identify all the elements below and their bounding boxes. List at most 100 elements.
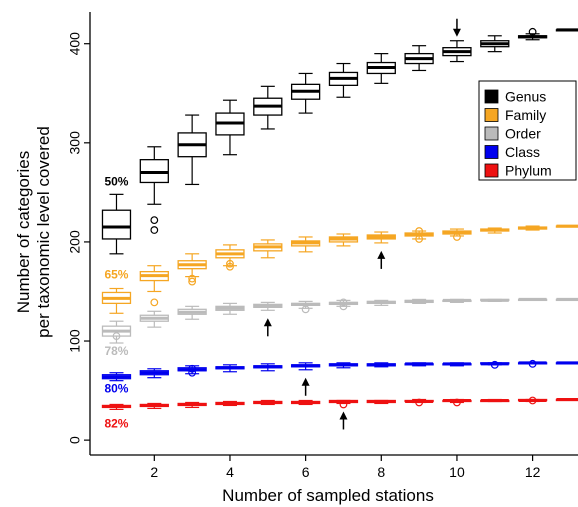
box-order-9 [404,298,434,304]
box-class-3 [177,364,207,377]
box-family-10 [442,228,472,241]
arrow-head [339,411,348,420]
y-tick-label: 0 [67,436,83,444]
legend-swatch [484,108,499,122]
percent-label-class: 80% [104,382,128,396]
box-genus-13 [555,28,578,32]
percent-label-order: 78% [104,344,128,358]
box-class-12 [517,359,548,368]
box-genus-12 [517,27,548,41]
outlier-point [415,235,424,243]
outlier-point [112,332,121,340]
box-family-12 [517,225,548,231]
arrow-head [301,377,310,386]
arrow-phylum [339,411,348,430]
legend-label: Genus [505,89,546,105]
legend-label: Phylum [505,163,552,179]
legend-item-class: Class [484,144,540,160]
outlier-point [150,298,159,307]
box-phylum-13 [555,398,578,402]
arrow-head [452,28,461,37]
percent-label-family: 65% [104,268,128,282]
x-tick-label: 6 [302,464,310,480]
box-family-7 [328,233,359,247]
box-family-6 [290,236,321,253]
box-phylum-1 [101,403,132,411]
series-family: 65% [101,224,578,314]
box-genus-5 [253,85,283,130]
box-genus-10 [442,40,472,63]
percent-label-genus: 50% [104,174,128,188]
box-class-2 [139,368,169,379]
legend-item-genus: Genus [484,89,546,105]
box-phylum-6 [290,399,321,406]
series-phylum: 82% [101,396,578,430]
y-axis-title-line2: per taxonomic level covered [34,126,53,338]
box-order-2 [139,310,169,328]
box-family-1 [101,287,132,314]
box-class-13 [555,361,578,365]
outlier-point [415,227,424,235]
legend-item-order: Order [484,126,541,142]
box-class-4 [215,364,245,373]
box-phylum-4 [215,400,245,407]
box-family-2 [139,265,169,307]
box-order-4 [215,302,245,315]
x-tick-label: 2 [150,464,158,480]
box-genus-3 [177,114,207,186]
box-family-3 [177,253,207,286]
outlier-point [188,277,197,286]
outlier-point [226,259,234,268]
box-phylum-3 [177,401,207,409]
outlier-point [528,396,537,405]
box-phylum-2 [139,402,169,410]
legend-item-phylum: Phylum [484,163,552,179]
outlier-point [150,216,159,225]
plot-area: 50% 65% 78% 80% 82% [101,18,578,430]
percent-label-phylum: 82% [104,416,128,430]
series-class: 80% [101,359,578,396]
box-order-6 [290,300,321,314]
box-class-11 [480,360,510,369]
legend-swatch [484,126,499,141]
series-order: 78% [101,297,578,358]
box-phylum-8 [366,399,396,405]
legend-swatch [484,89,499,104]
outlier-point [415,398,424,407]
series-genus: 50% [101,18,578,304]
x-tick-label: 8 [377,464,385,480]
box-family-4 [215,244,245,271]
outlier-point [528,359,537,368]
outlier-point [490,360,499,369]
box-genus-8 [366,53,396,84]
outlier-point [226,262,234,271]
box-family-8 [366,231,396,244]
box-genus-1 [101,193,132,304]
legend-item-family: Family [484,107,546,123]
legend-label: Family [505,107,546,123]
box-genus-6 [290,72,321,114]
outlier-point [339,302,348,311]
box-phylum-11 [480,398,510,403]
box-genus-2 [139,146,169,234]
box-family-13 [555,224,578,228]
outlier-point [339,400,348,409]
box-genus-9 [404,45,434,72]
box-class-10 [442,362,472,367]
box-order-7 [328,298,359,311]
box-order-13 [555,297,578,302]
box-order-8 [366,299,396,306]
box-body [101,209,132,240]
x-tick-label: 12 [525,464,541,480]
arrow-family [377,250,386,269]
x-tick-label: 4 [226,464,234,480]
arrow-order [263,318,272,337]
box-genus-11 [480,35,510,53]
box-class-7 [328,362,359,369]
legend: Genus Family Order Class Phylum [478,80,577,181]
box-order-10 [442,298,472,303]
arrow-head [377,250,386,259]
box-order-5 [253,301,283,311]
box-phylum-12 [517,396,548,405]
box-order-1 [101,320,132,344]
